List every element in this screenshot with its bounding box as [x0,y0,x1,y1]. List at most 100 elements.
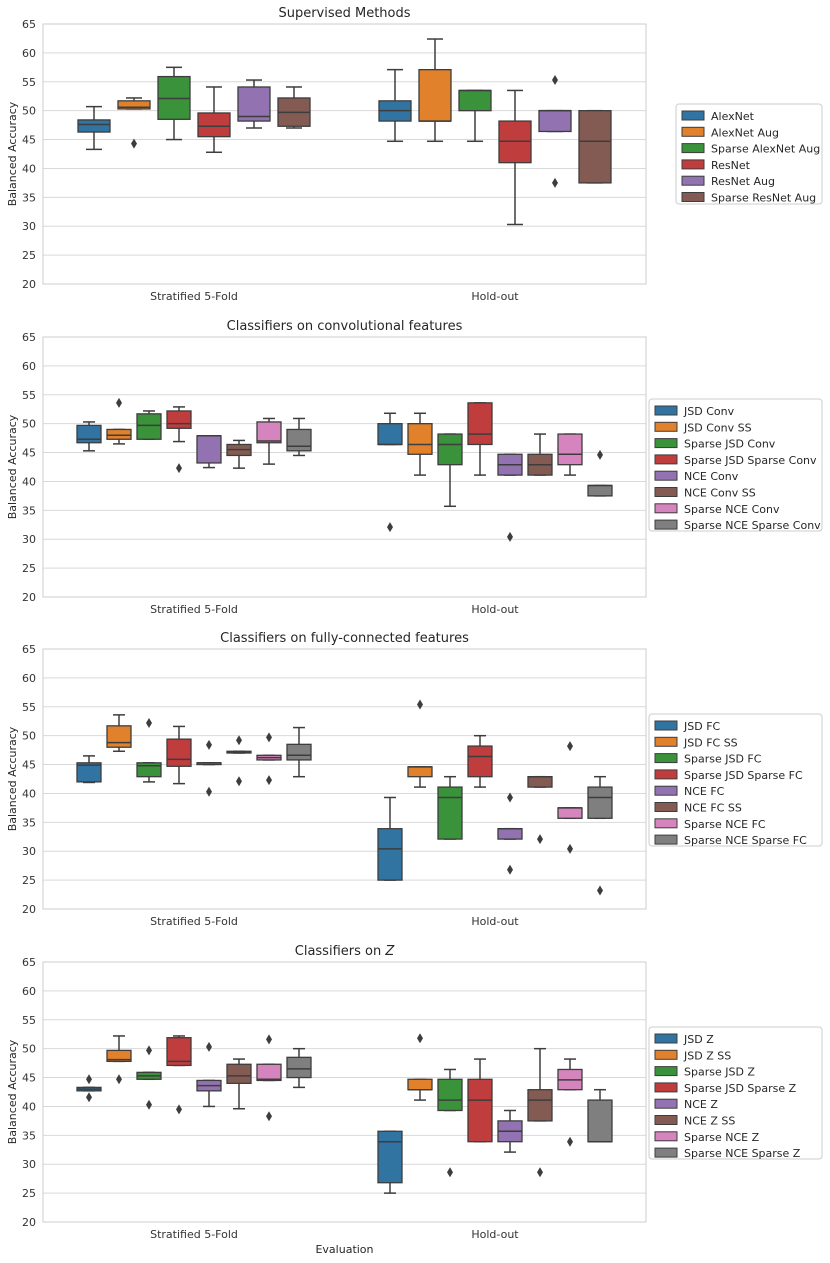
outlier-point [176,463,182,474]
outlier-point [236,776,242,787]
box-body [437,786,463,840]
box-body [587,1099,613,1143]
outlier-point [417,1033,423,1044]
box-sparse-jsd-z [437,1068,463,1178]
y-tick-label: 65 [22,18,36,31]
outlier-point [266,1111,272,1122]
x-tick-label: Stratified 5-Fold [150,603,238,616]
x-tick-label: Hold-out [471,603,519,616]
legend-label: Sparse JSD Conv [684,438,776,451]
box-alexnet-aug [117,97,151,149]
outlier-point [236,735,242,746]
y-tick-label: 45 [22,759,36,772]
legend-swatch [681,175,705,186]
legend-swatch [681,159,705,170]
legend-swatch [654,1147,678,1158]
outlier-point [86,1092,92,1103]
y-tick-label: 40 [22,787,36,800]
box-sparse-nce-sparse-z [286,1047,312,1089]
outlier-point [447,1167,453,1178]
legend-label: Sparse JSD Sparse Conv [684,454,817,467]
x-tick-label: Stratified 5-Fold [150,1228,238,1241]
box-alexnet [378,68,412,143]
legend-swatch [654,487,678,497]
legend-swatch [654,1082,678,1093]
legend-swatch [654,421,678,432]
box-jsd-z-ss [106,1035,132,1085]
y-tick-label: 50 [22,1043,36,1056]
legend-label: JSD FC [683,720,721,733]
box-body [497,828,523,840]
chart-panel-3: 20 25 30 35 40 45 50 55 60 65 Classifiers on fully… [6,631,823,928]
box-body [437,433,463,466]
box-sparse-jsd-sparse-conv [467,402,493,476]
legend: JSD Z JSD Z SS Sparse JSD Z Sparse JSD Spar… [648,1026,823,1160]
outlier-point [266,775,272,786]
outlier-point [206,1041,212,1052]
legend-swatch [654,1098,678,1109]
y-tick-label: 35 [22,1129,36,1142]
box-jsd-conv [377,412,403,533]
box-sparse-resnet-aug [578,109,612,184]
box-sparse-nce-z [557,1058,583,1147]
outlier-point [507,864,513,875]
legend-label: JSD Conv SS [683,421,752,434]
outlier-point [507,531,513,542]
box-body [467,1078,493,1143]
box-body [166,410,192,429]
box-body [527,1089,553,1122]
y-tick-label: 35 [22,816,36,829]
box-body [587,484,613,497]
legend-label: NCE Conv SS [684,487,756,500]
x-axis-label: Evaluation [315,1243,373,1256]
box-body [538,110,572,133]
legend-swatch [654,769,678,780]
chart-title: Classifiers on convolutional features [227,319,463,334]
outlier-point [206,739,212,750]
box-nce-conv-ss [226,439,252,469]
box-sparse-jsd-fc [136,717,162,783]
legend-label: Sparse NCE Z [684,1131,760,1144]
box-sparse-nce-fc [557,741,583,854]
box-body [407,766,433,778]
outlier-point [597,449,603,460]
outlier-point [266,732,272,743]
outlier-point [146,717,152,728]
x-tick-label: Hold-out [471,290,519,303]
y-tick-label: 55 [22,389,36,402]
y-tick-label: 20 [22,278,36,291]
chart-panel-4: 20 25 30 35 40 45 50 55 60 65 Classifiers on Z Bala… [6,944,823,1256]
box-body [256,421,282,444]
legend-label: Sparse JSD FC [684,753,762,766]
y-tick-label: 25 [22,249,36,262]
box-jsd-fc-ss [106,714,132,753]
legend-swatch [654,753,678,764]
box-body [437,1078,463,1112]
y-tick-label: 30 [22,533,36,546]
legend-swatch [654,1066,678,1077]
legend-label: NCE FC [684,785,725,798]
box-sparse-jsd-conv [136,410,162,441]
box-sparse-nce-sparse-conv [587,449,613,497]
box-sparse-jsd-fc [437,775,463,840]
outlier-point [552,177,558,188]
box-sparse-jsd-sparse-conv [166,406,192,474]
y-tick-label: 65 [22,643,36,656]
outlier-point [176,1104,182,1115]
outlier-point [597,885,603,896]
legend-label: Sparse NCE FC [684,818,766,831]
box-body [467,745,493,778]
plot-frame [42,23,647,285]
box-body [76,424,102,444]
box-body [286,743,312,761]
box-sparse-nce-conv [256,417,282,465]
outlier-point [116,1074,122,1085]
legend-label: Sparse ResNet Aug [711,192,816,205]
box-sparse-nce-sparse-z [587,1088,613,1143]
y-tick-label: 65 [22,956,36,969]
legend: JSD Conv JSD Conv SS Sparse JSD Conv Sparse… [648,398,823,532]
box-body [166,738,192,767]
outlier-point [387,522,393,533]
box-jsd-conv-ss [407,412,433,476]
